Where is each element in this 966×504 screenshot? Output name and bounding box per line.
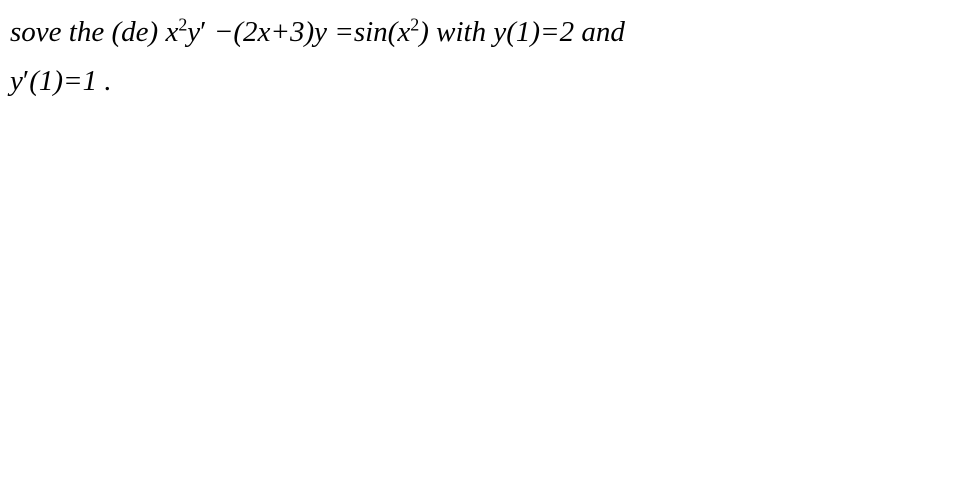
equation-line-1: sove the (de) x2y′ −(2x+3)y =sin(x2) wit… — [10, 8, 956, 57]
var-x: x — [165, 16, 178, 48]
superscript-2: 2 — [410, 14, 419, 34]
text-fragment: and — [581, 16, 625, 48]
equation-line-2: y′(1)=1 . — [10, 57, 956, 106]
text-fragment: ( — [111, 16, 121, 48]
var-x: x — [258, 16, 271, 48]
text-fragment: ) — [419, 16, 436, 48]
var-x: x — [397, 16, 410, 48]
func-sin: sin — [354, 16, 388, 48]
text-fragment: (1)=2 — [506, 16, 581, 48]
text-fragment: = — [327, 16, 354, 48]
text-fragment: de — [121, 16, 148, 48]
text-fragment: with y — [436, 16, 506, 48]
page-container: sove the (de) x2y′ −(2x+3)y =sin(x2) wit… — [0, 0, 966, 504]
var-y: y — [10, 65, 23, 97]
var-y: y — [187, 16, 200, 48]
text-fragment: −(2 — [207, 16, 258, 48]
text-fragment: ) — [149, 16, 166, 48]
text-fragment: (1)=1 . — [29, 65, 111, 97]
text-fragment: ( — [388, 16, 398, 48]
superscript-2: 2 — [178, 14, 187, 34]
text-fragment: sove the — [10, 16, 111, 48]
text-fragment: +3) — [270, 16, 314, 48]
var-y: y — [314, 16, 327, 48]
